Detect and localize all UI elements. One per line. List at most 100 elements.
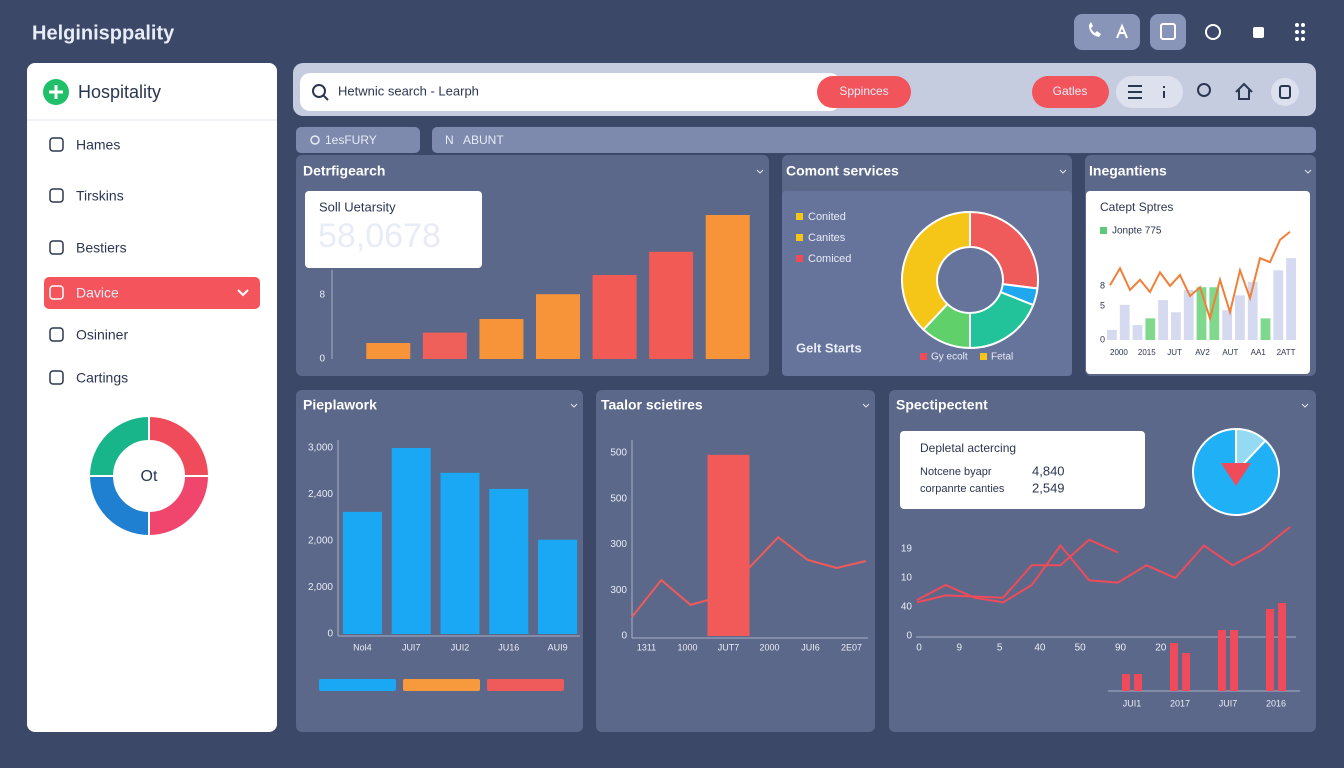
y-axis-label: 500 bbox=[610, 448, 627, 459]
bar bbox=[1107, 329, 1117, 340]
legend-swatch bbox=[980, 353, 987, 360]
menu-item[interactable]: Hames bbox=[76, 137, 120, 153]
legend-swatch bbox=[796, 255, 803, 262]
menu-item[interactable]: Cartings bbox=[76, 370, 128, 386]
menu-chevron bbox=[237, 289, 249, 297]
calendar-button[interactable] bbox=[1150, 14, 1186, 50]
y-tick-label: 0 bbox=[319, 354, 325, 365]
x-tick-label: 2E07 bbox=[841, 642, 862, 652]
panel-chevron bbox=[862, 403, 870, 408]
sidebar bbox=[27, 63, 277, 732]
y-axis-label: 500 bbox=[610, 493, 627, 504]
x-tick-label: AUT bbox=[1222, 348, 1238, 357]
bar bbox=[1209, 287, 1220, 340]
call-button[interactable] bbox=[1074, 14, 1140, 50]
tab[interactable] bbox=[296, 127, 420, 153]
bar bbox=[1119, 304, 1130, 340]
x-tick-label: 1311 bbox=[637, 642, 656, 652]
lock-icon[interactable] bbox=[1253, 27, 1264, 38]
panel-title: Pieplawork bbox=[303, 397, 377, 413]
card-title: Catept Sptres bbox=[1100, 200, 1173, 214]
tab-label: 1esFURY bbox=[325, 133, 377, 147]
y-axis-label: 10 bbox=[901, 573, 913, 584]
legend-swatch bbox=[403, 679, 480, 691]
y-axis-label: 300 bbox=[610, 539, 627, 550]
y-axis-label: 300 bbox=[610, 585, 627, 596]
menu-icon bbox=[49, 188, 64, 203]
search-input[interactable] bbox=[300, 73, 840, 111]
bar bbox=[538, 539, 578, 634]
donut-segment bbox=[87, 414, 150, 477]
menu-icon bbox=[49, 240, 64, 255]
panel-title: Comont services bbox=[786, 163, 899, 179]
panel-title: Detrfigearch bbox=[303, 163, 385, 179]
y-axis-label: 2,000 bbox=[308, 582, 333, 593]
bar bbox=[422, 332, 467, 359]
bar bbox=[1273, 270, 1284, 340]
x-tick-label: 0 bbox=[916, 643, 922, 654]
menu-item[interactable]: Bestiers bbox=[76, 240, 127, 256]
search-icon-handle bbox=[322, 94, 329, 101]
footer-label: Gelt Starts bbox=[796, 340, 862, 355]
menu-item[interactable]: Davice bbox=[76, 285, 119, 301]
more-icon[interactable] bbox=[1295, 23, 1305, 41]
x-tick-label: 40 bbox=[1034, 643, 1046, 654]
x-tick-label: JUI7 bbox=[1219, 698, 1238, 708]
y-axis-label: 40 bbox=[901, 602, 913, 613]
bar bbox=[479, 319, 524, 359]
search-placeholder: Hetwnic search - Learph bbox=[338, 83, 479, 98]
brand-name: Hospitality bbox=[78, 82, 161, 102]
bag-icon bbox=[1279, 85, 1291, 99]
x-tick-label: 9 bbox=[957, 643, 963, 654]
card-row-value: 4,840 bbox=[1032, 463, 1065, 478]
x-tick-label: AUI9 bbox=[548, 642, 568, 652]
y-tick-label: 8 bbox=[319, 290, 325, 301]
menu-pill[interactable] bbox=[1116, 76, 1183, 108]
bar bbox=[1230, 630, 1238, 691]
bar bbox=[1266, 609, 1274, 691]
x-tick-label: JUT7 bbox=[718, 642, 740, 652]
panel-chevron bbox=[756, 169, 764, 174]
search-button[interactable] bbox=[817, 76, 911, 108]
donut-segment bbox=[901, 210, 971, 331]
x-tick-label: Nol4 bbox=[353, 642, 372, 652]
bar bbox=[649, 251, 694, 359]
x-tick-label: AA1 bbox=[1251, 348, 1267, 357]
menu-item-active bbox=[44, 277, 260, 309]
panel-title: Spectipectent bbox=[896, 397, 988, 413]
bar bbox=[489, 488, 529, 634]
legend-label: Jonpte 775 bbox=[1112, 226, 1162, 237]
bar bbox=[705, 215, 750, 359]
filter-button[interactable] bbox=[1032, 76, 1109, 108]
menu-item[interactable]: Tirskins bbox=[76, 188, 124, 204]
search-toggle[interactable] bbox=[1197, 83, 1211, 97]
bar bbox=[1247, 281, 1258, 340]
menu-item[interactable]: Osininer bbox=[76, 327, 128, 343]
donut-segment bbox=[1192, 427, 1280, 516]
tab[interactable] bbox=[432, 127, 1316, 153]
app-title: Helginisppality bbox=[32, 22, 175, 44]
legend-swatch bbox=[796, 234, 803, 241]
card-title: Depletal actercing bbox=[920, 441, 1016, 455]
card-value: 58,0678 bbox=[318, 217, 441, 255]
x-tick-label: JUI6 bbox=[801, 642, 820, 652]
bar bbox=[1171, 312, 1181, 340]
search-button-label: Sppinces bbox=[839, 84, 888, 98]
x-tick-label: 2000 bbox=[1110, 348, 1128, 357]
y-axis-label: 2,000 bbox=[308, 536, 333, 547]
card-row-label: corpanrte canties bbox=[920, 483, 1005, 495]
help-icon[interactable] bbox=[1205, 24, 1221, 40]
bar bbox=[1222, 310, 1232, 340]
y-axis-label: 0 bbox=[621, 631, 627, 642]
y-axis-label: 3,000 bbox=[308, 443, 333, 454]
search-icon bbox=[312, 84, 326, 98]
bag-button[interactable] bbox=[1271, 78, 1299, 106]
text-icon bbox=[1116, 23, 1128, 39]
bar bbox=[592, 275, 637, 359]
home-icon[interactable] bbox=[1235, 82, 1253, 100]
x-tick-label: 2000 bbox=[759, 642, 779, 652]
line-series bbox=[916, 538, 1119, 604]
x-tick-label: JUT bbox=[1167, 348, 1182, 357]
legend-swatch bbox=[487, 679, 564, 691]
